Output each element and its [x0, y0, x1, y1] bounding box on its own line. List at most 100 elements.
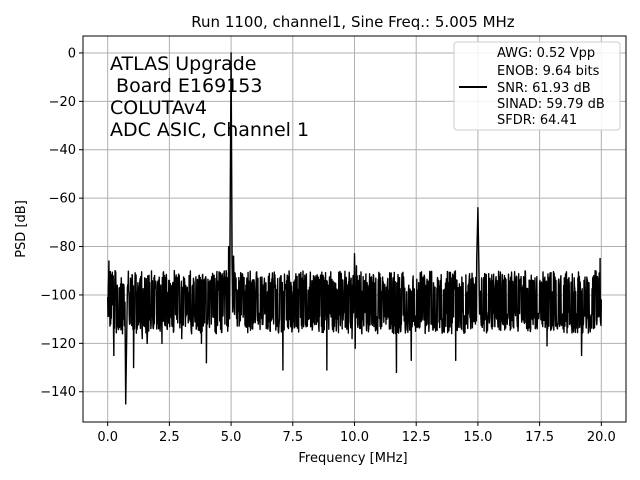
psd-data-point: [279, 284, 282, 286]
psd-data-point: [476, 260, 478, 262]
psd-data-point: [208, 287, 210, 289]
psd-data-point: [474, 323, 477, 325]
psd-data-point: [226, 316, 228, 318]
psd-data-point: [506, 313, 509, 315]
psd-data-point: [346, 323, 348, 325]
psd-data-point: [156, 320, 158, 323]
psd-data-point: [484, 284, 486, 286]
psd-data-point: [583, 279, 585, 282]
psd-data-point: [447, 282, 449, 284]
annotation-line-2: Board E169153: [110, 75, 262, 97]
x-tick-label: 15.0: [463, 430, 492, 445]
psd-data-point: [425, 316, 427, 318]
y-tick-label: −60: [49, 192, 76, 207]
psd-data-point: [287, 318, 289, 320]
psd-data-point: [595, 318, 597, 320]
psd-data-point: [415, 325, 417, 328]
psd-data-point: [487, 318, 489, 320]
psd-data-point: [531, 318, 533, 320]
psd-data-point: [304, 287, 306, 289]
psd-data-point: [129, 323, 131, 325]
psd-data-point: [580, 354, 583, 357]
psd-data-point: [289, 284, 291, 286]
psd-data-point: [418, 282, 420, 284]
psd-data-point: [257, 323, 259, 325]
psd-data-point: [250, 282, 252, 284]
psd-data-point: [381, 325, 383, 328]
psd-data-point: [410, 359, 412, 361]
psd-data-point: [440, 318, 442, 320]
psd-data-point: [231, 255, 233, 257]
psd-data-point: [423, 284, 425, 286]
psd-data-point: [183, 287, 185, 289]
psd-data-point: [524, 287, 526, 289]
legend-line-snr: SNR: 61.93 dB: [497, 81, 591, 96]
psd-data-point: [551, 320, 553, 323]
plot-layer: [106, 52, 603, 405]
psd-data-point: [354, 347, 356, 349]
psd-data-point: [193, 282, 195, 284]
psd-data-point: [556, 323, 558, 325]
psd-data-point: [309, 284, 311, 286]
psd-data-point: [247, 323, 249, 325]
x-tick-label: 20.0: [587, 430, 616, 445]
psd-data-point: [171, 323, 173, 325]
psd-data-point: [481, 277, 483, 279]
y-axis-ticks: 0 −20 −40 −60 −80 −100 −120 −140: [40, 46, 83, 400]
psd-data-point: [536, 328, 538, 330]
x-tick-label: 17.5: [525, 430, 554, 445]
psd-data-point: [307, 313, 309, 315]
psd-data-point: [494, 287, 496, 289]
psd-data-point: [442, 289, 444, 291]
y-axis-label: PSD [dB]: [14, 200, 29, 258]
psd-data-point: [413, 289, 415, 291]
psd-data-point: [200, 342, 203, 344]
psd-data-point: [366, 320, 368, 323]
psd-data-point: [134, 287, 136, 289]
psd-data-point: [378, 289, 380, 291]
psd-data-point: [588, 282, 590, 284]
psd-data-point: [265, 287, 267, 289]
psd-data-point: [546, 345, 548, 347]
psd-data-point: [163, 274, 166, 277]
psd-data-point: [435, 313, 437, 315]
psd-data-point: [437, 284, 440, 286]
y-tick-label: −140: [40, 385, 76, 400]
psd-data-point: [597, 277, 599, 279]
legend-line-enob: ENOB: 9.64 bits: [497, 64, 600, 79]
annotation-line-3: COLUTAv4: [110, 97, 207, 119]
psd-data-point: [521, 313, 523, 315]
psd-data-point: [553, 279, 556, 282]
psd-data-point: [561, 318, 563, 320]
psd-data-point: [245, 284, 247, 286]
psd-data-point: [568, 284, 570, 286]
psd-data-point: [478, 265, 480, 267]
psd-data-point: [599, 258, 601, 260]
psd-data-point: [460, 320, 462, 323]
psd-data-point: [355, 265, 358, 267]
psd-data-point: [324, 289, 326, 291]
psd-data-point: [509, 287, 511, 289]
chart-title: Run 1100, channel1, Sine Freq.: 5.005 MH…: [191, 13, 515, 31]
psd-data-point: [361, 333, 363, 335]
psd-data-point: [218, 289, 220, 291]
psd-data-point: [314, 287, 316, 289]
psd-data-point: [186, 313, 188, 315]
psd-data-point: [600, 299, 602, 301]
annotation-line-1: ATLAS Upgrade: [110, 53, 256, 75]
psd-data-point: [539, 282, 541, 284]
psd-data-point: [191, 333, 193, 335]
psd-data-point: [195, 325, 198, 328]
psd-data-point: [430, 323, 432, 325]
psd-data-point: [119, 287, 121, 289]
psd-data-point: [203, 284, 205, 286]
psd-data-point: [144, 277, 146, 279]
psd-data-point: [153, 274, 156, 277]
psd-data-point: [274, 284, 277, 286]
psd-data-point: [373, 284, 375, 286]
y-tick-label: −100: [40, 288, 76, 303]
psd-data-point: [272, 318, 274, 320]
psd-data-point: [151, 316, 153, 318]
psd-data-point: [178, 274, 180, 277]
